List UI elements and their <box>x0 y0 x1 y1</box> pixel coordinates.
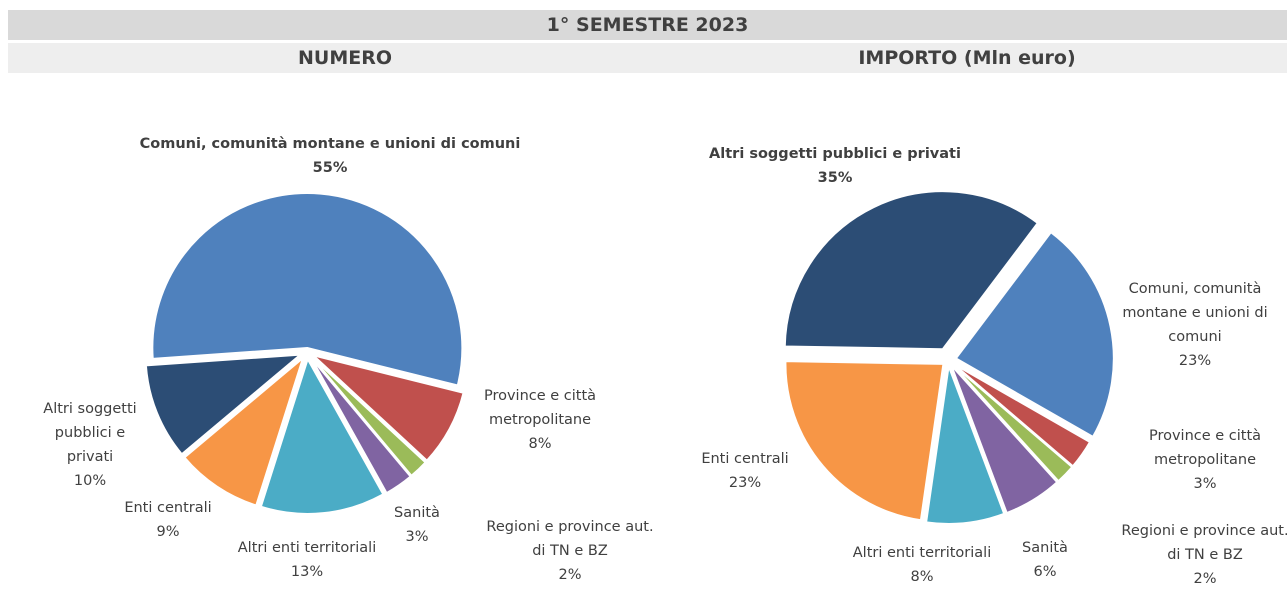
value-label: 8% <box>910 569 934 585</box>
period-title: 1° SEMESTRE 2023 <box>546 14 749 36</box>
value-label: 3% <box>405 529 429 545</box>
pie-slice <box>784 360 945 522</box>
pie-slice <box>924 365 1006 525</box>
pie-slice <box>259 356 385 515</box>
pie-slice <box>144 353 304 456</box>
category-label: Comuni, comunità montane e unioni di com… <box>139 136 521 152</box>
category-label: Regioni e province aut. di TN e BZ <box>1121 523 1287 563</box>
value-label: 8% <box>528 436 552 452</box>
slice-label: Province e città metropolitane 8% <box>455 384 625 456</box>
slice-label: Altri soggetti pubblici e privati 10% <box>30 397 150 493</box>
category-label: Altri soggetti pubblici e privati <box>43 401 137 465</box>
pie-slice <box>310 357 413 495</box>
value-label: 9% <box>156 524 180 540</box>
slice-label: Enti centrali 23% <box>685 447 805 495</box>
value-label: 23% <box>728 475 762 491</box>
chart-title: IMPORTO (Mln euro) <box>858 47 1076 69</box>
pie-slice <box>312 354 465 463</box>
category-label: Sanità <box>1022 540 1068 556</box>
pie-slice <box>950 364 1059 515</box>
pie-slice <box>311 356 427 478</box>
category-label: Province e città metropolitane <box>1148 428 1262 468</box>
category-label: Altri enti territoriali <box>237 540 377 556</box>
category-label: Province e città metropolitane <box>483 388 597 428</box>
pie-slice <box>182 354 306 507</box>
slice-label: Altri enti territoriali 8% <box>837 541 1007 589</box>
value-label: 23% <box>1178 353 1212 369</box>
value-label: 10% <box>73 473 107 489</box>
value-label: 2% <box>1193 571 1217 587</box>
category-label: Enti centrali <box>124 500 212 516</box>
category-label: Regioni e province aut. di TN e BZ <box>486 519 654 559</box>
value-label: 35% <box>817 170 853 186</box>
value-label: 6% <box>1033 564 1057 580</box>
slice-label: Province e città metropolitane 3% <box>1120 424 1287 496</box>
chart-title: NUMERO <box>298 47 392 69</box>
chart-headers: NUMERO IMPORTO (Mln euro) <box>8 43 1287 73</box>
pie-slice <box>151 192 464 387</box>
slice-label: Enti centrali 9% <box>108 496 228 544</box>
slice-label: Sanità 3% <box>387 501 447 549</box>
slice-label: Comuni, comunità montane e unioni di com… <box>110 132 550 180</box>
value-label: 3% <box>1193 476 1217 492</box>
category-label: Altri enti territoriali <box>852 545 992 561</box>
slice-label: Comuni, comunità montane e unioni di com… <box>1095 277 1287 373</box>
category-label: Enti centrali <box>701 451 789 467</box>
category-label: Sanità <box>394 505 440 521</box>
pie-slice <box>954 230 1115 439</box>
pie-slice <box>783 190 1040 351</box>
period-header: 1° SEMESTRE 2023 <box>8 10 1287 40</box>
slice-label: Altri enti territoriali 13% <box>222 536 392 584</box>
pie-slice <box>951 363 1074 483</box>
category-label: Comuni, comunità montane e unioni di com… <box>1122 281 1268 345</box>
value-label: 2% <box>558 567 582 583</box>
slice-label: Altri soggetti pubblici e privati 35% <box>685 142 985 190</box>
value-label: 13% <box>290 564 324 580</box>
value-label: 55% <box>312 160 348 176</box>
slice-label: Regioni e province aut. di TN e BZ 2% <box>485 515 655 587</box>
slice-label: Regioni e province aut. di TN e BZ 2% <box>1115 519 1287 591</box>
slice-label: Sanità 6% <box>1015 536 1075 584</box>
category-label: Altri soggetti pubblici e privati <box>709 146 961 162</box>
